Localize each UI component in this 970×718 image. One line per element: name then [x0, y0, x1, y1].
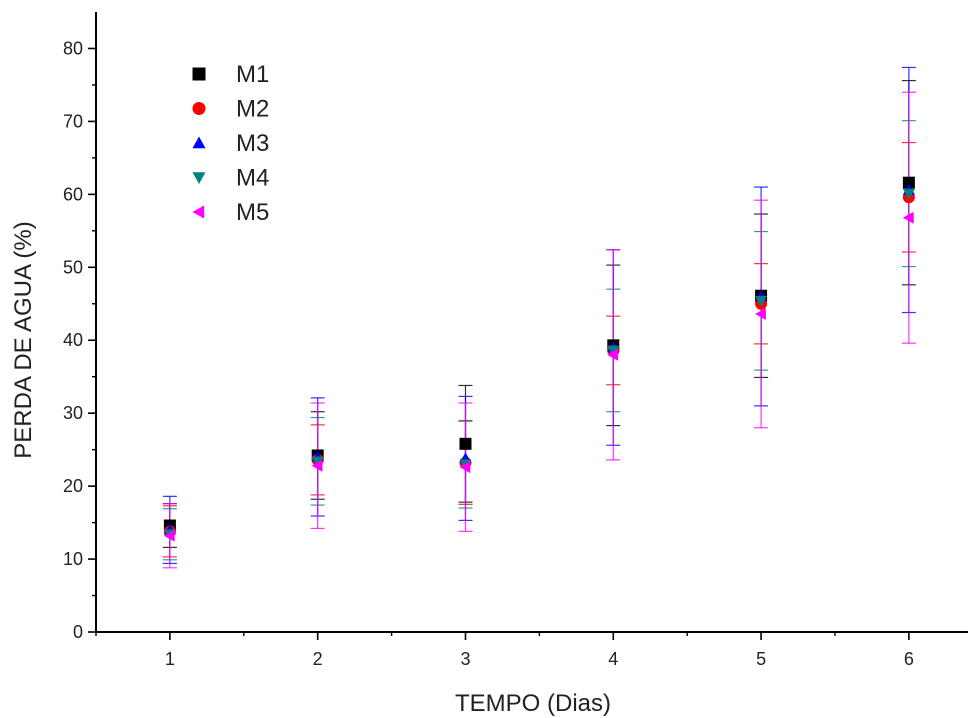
legend-marker-m4	[192, 172, 206, 184]
legend-marker-m5	[192, 205, 205, 219]
y-tick-label: 60	[63, 184, 83, 204]
point-m5	[755, 307, 766, 320]
point-m4	[902, 188, 915, 200]
y-tick-label: 0	[73, 622, 83, 642]
error-bars	[162, 66, 916, 569]
point-m5	[902, 211, 914, 224]
point-m1	[459, 437, 472, 450]
legend-label-m1: M1	[236, 61, 269, 88]
legend-label-m5: M5	[236, 199, 269, 226]
y-tick-label: 40	[63, 330, 83, 350]
point-m5	[459, 461, 471, 474]
y-tick-label: 20	[63, 476, 83, 496]
point-m5	[311, 459, 323, 472]
axes	[88, 12, 968, 640]
tick-labels: 0 10 20 30 40 50 60 70 80 1 2 3 4 5 6	[63, 38, 914, 669]
legend-label-m4: M4	[236, 165, 269, 192]
x-tick-label: 5	[756, 649, 766, 669]
x-axis-title: TEMPO (Dias)	[455, 690, 611, 717]
point-m4	[755, 296, 768, 307]
y-tick-label: 80	[63, 38, 83, 58]
data-markers	[163, 176, 915, 542]
y-tick-label: 30	[63, 403, 83, 423]
y-tick-label: 70	[63, 111, 83, 131]
legend-marker-m3	[192, 136, 206, 149]
x-tick-label: 1	[165, 649, 175, 669]
y-tick-label: 50	[63, 257, 83, 277]
x-tick-label: 4	[608, 649, 618, 669]
point-m4	[607, 345, 620, 357]
x-tick-label: 3	[460, 649, 470, 669]
y-tick-label: 10	[63, 549, 83, 569]
y-axis-title: PERDA DE AGUA (%)	[10, 221, 37, 458]
legend: M1 M2 M3 M4 M5	[192, 61, 269, 226]
x-tick-label: 6	[904, 649, 914, 669]
legend-marker-m1	[192, 67, 206, 81]
legend-marker-m2	[192, 102, 206, 115]
legend-label-m2: M2	[236, 96, 269, 123]
x-tick-label: 2	[313, 649, 323, 669]
legend-label-m3: M3	[236, 130, 269, 157]
point-m4	[311, 456, 324, 468]
point-m1	[902, 176, 915, 189]
point-m5	[163, 529, 175, 542]
point-m5	[607, 348, 619, 361]
